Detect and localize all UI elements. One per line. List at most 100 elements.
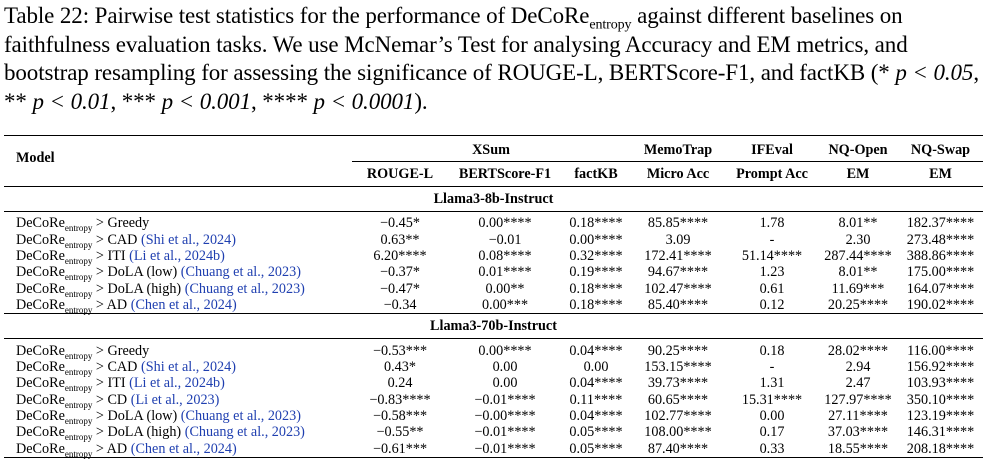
table-cell: 0.00**** (448, 338, 562, 359)
table-cell: 94.67**** (647, 264, 709, 281)
group-header-nq-open: NQ-Open (818, 135, 898, 162)
caption-sig-1: p < 0.05 (895, 60, 974, 85)
table-cell: 123.19**** (906, 408, 975, 425)
table-cell: 172.41**** (644, 247, 712, 264)
table-cell: 0.01**** (478, 264, 532, 281)
table-cell: 0.05**** (569, 424, 623, 441)
model-name: DeCoRe (16, 375, 65, 392)
section-title: Llama3-70b-Instruct (4, 313, 983, 339)
table-cell: 0.05**** (562, 440, 630, 459)
model-subscript: entropy (64, 272, 93, 283)
table-cell: −0.34 (383, 297, 417, 314)
baseline-name: > AD (92, 440, 128, 457)
caption-sig-3: p < 0.001 (161, 88, 251, 114)
table-row: DeCoReentropy > CAD (Shi et al., 2024) 0.… (4, 358, 983, 376)
table-cell: 0.00 (492, 358, 518, 375)
citation-link[interactable]: (Chuang et al., 2023) (181, 424, 305, 441)
model-subscript: entropy (64, 304, 93, 315)
table-cell: 0.18**** (569, 297, 623, 314)
citation-link[interactable]: (Chuang et al., 2023) (177, 408, 301, 425)
baseline-name: > CAD (92, 231, 138, 248)
caption-text-b: against different baselines on faithfuln… (4, 3, 908, 85)
table-cell: 164.07**** (906, 280, 975, 297)
table-cell: 153.15**** (644, 358, 712, 375)
baseline-name: > CAD (92, 358, 138, 375)
table-cell: −0.58*** (372, 408, 428, 425)
citation-link[interactable]: (Chuang et al., 2023) (181, 280, 305, 297)
table-cell: 20.25**** (827, 297, 889, 314)
model-header: Model (4, 135, 352, 187)
table-cell: 108.00**** (644, 424, 712, 441)
table-cell: 0.17 (759, 424, 785, 441)
table-cell: 0.08**** (478, 247, 532, 264)
row-label: DeCoReentropy > CAD (Shi et al., 2024) (4, 231, 352, 249)
subcol-factkb: factKB (562, 161, 630, 187)
table-row: DeCoReentropy > ITI (Li et al., 2024b) 0.… (4, 375, 983, 394)
model-subscript: entropy (64, 288, 93, 299)
table-cell: 15.31**** (741, 391, 803, 408)
table-cell: 0.04**** (562, 338, 630, 359)
table-cell: 0.00 (583, 358, 609, 375)
table-cell: 0.61 (759, 280, 785, 297)
citation-link[interactable]: (Li et al., 2023) (127, 391, 220, 408)
table-cell: 1.23 (759, 264, 785, 281)
citation-link[interactable]: (Li et al., 2024b) (125, 247, 225, 264)
table-cell: 0.00*** (481, 297, 529, 314)
model-name: DeCoRe (16, 264, 65, 281)
table-cell: 182.37**** (898, 211, 983, 232)
subcol-nq-open-em: EM (818, 161, 898, 187)
table-cell: 0.04**** (569, 375, 623, 392)
citation-link[interactable]: (Shi et al., 2024) (137, 358, 236, 375)
table-cell: 0.00** (485, 280, 525, 297)
baseline-name: > DoLA (low) (92, 408, 178, 425)
table-cell: −0.61*** (352, 440, 448, 459)
table-cell: 388.86**** (906, 247, 975, 264)
subcol-micro-acc: Micro Acc (630, 161, 726, 187)
citation-link[interactable]: (Shi et al., 2024) (137, 231, 236, 248)
model-subscript: entropy (64, 383, 93, 394)
table-cell: 0.11**** (569, 391, 623, 408)
citation-link[interactable]: (Chen et al., 2024) (127, 297, 237, 314)
table-cell: 102.47**** (644, 280, 712, 297)
table-cell: 39.73**** (647, 375, 709, 392)
table-row: DeCoReentropy > CD (Li et al., 2023) −0.8… (4, 391, 983, 410)
model-name: DeCoRe (16, 231, 65, 248)
table-row: DeCoReentropy > AD (Chen et al., 2024) −0… (4, 297, 983, 314)
table-row: DeCoReentropy > Greedy −0.45* 0.00**** 0.18… (4, 211, 983, 233)
table-cell: 37.03**** (827, 424, 889, 441)
table-row: DeCoReentropy > AD (Chen et al., 2024) −0… (4, 440, 983, 459)
table-caption: Table 22: Pairwise test statistics for t… (4, 2, 984, 116)
model-subscript: entropy (64, 399, 93, 410)
caption-sep-3: , **** (250, 88, 314, 114)
baseline-name: > DoLA (high) (92, 424, 182, 441)
table-cell: 0.24 (387, 375, 413, 392)
table-cell: 60.65**** (647, 391, 709, 408)
table-cell: 27.11**** (828, 408, 888, 425)
table-cell: 2.30 (845, 231, 871, 248)
table-cell: 0.18**** (569, 280, 623, 297)
section-title: Llama3-8b-Instruct (4, 186, 983, 212)
table-cell: 85.85**** (630, 211, 726, 232)
table-cell: −0.01**** (448, 440, 562, 459)
table-cell: −0.37* (380, 264, 420, 281)
model-name: DeCoRe (16, 280, 65, 297)
table-cell: 0.18**** (562, 211, 630, 232)
results-table: Model XSum MemoTrap IFEval NQ-Open NQ-Sw… (4, 135, 983, 458)
table-cell: 0.12 (759, 297, 785, 314)
group-header-memotrap: MemoTrap (630, 135, 726, 162)
model-name: DeCoRe (16, 424, 65, 441)
table-cell: −0.01**** (474, 424, 536, 441)
table-cell: 11.69*** (831, 280, 885, 297)
table-cell: 2.47 (845, 375, 871, 392)
model-name: DeCoRe (16, 215, 65, 232)
citation-link[interactable]: (Li et al., 2024b) (125, 375, 225, 392)
caption-sig-2: p < 0.01 (32, 88, 111, 114)
citation-link[interactable]: (Chen et al., 2024) (127, 440, 237, 457)
model-subscript: entropy (64, 432, 93, 443)
group-header-xsum: XSum (352, 135, 630, 162)
group-header-nq-swap: NQ-Swap (898, 135, 983, 162)
table-cell: −0.53*** (352, 338, 448, 359)
table-cell: 0.18 (726, 338, 818, 359)
caption-end: ). (414, 88, 428, 114)
citation-link[interactable]: (Chuang et al., 2023) (177, 264, 301, 281)
